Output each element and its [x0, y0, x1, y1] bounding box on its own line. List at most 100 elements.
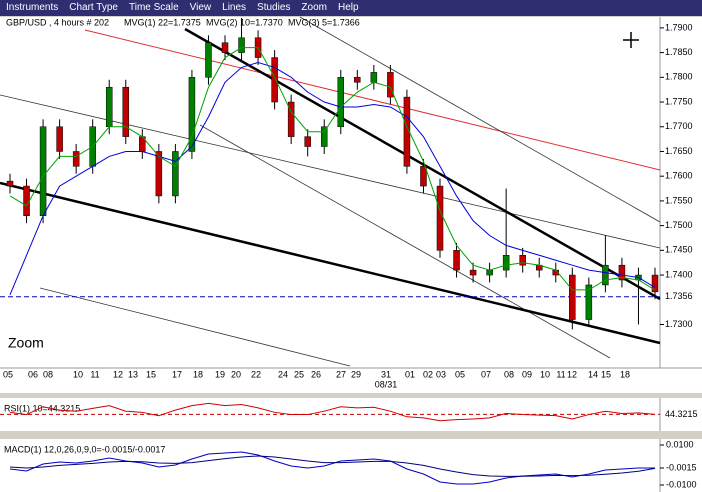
y-tick-label: 1.7500 [665, 220, 693, 230]
move-cursor [623, 32, 639, 48]
candle-body [155, 151, 163, 197]
legend-entry: MVG(2) 10=1.7370 [206, 17, 283, 27]
macd-title: MACD(1) 12,0,26,0,9,0=-0.0015/-0.0017 [4, 444, 165, 454]
candle-body [387, 72, 394, 98]
x-tick-label: 09 [522, 369, 532, 379]
trend-line [84, 29, 661, 171]
zoom-label: Zoom [8, 335, 44, 351]
x-tick-label: 24 [278, 369, 288, 379]
candle-body [238, 37, 245, 53]
candle-body [105, 86, 113, 127]
candle-body [519, 255, 526, 266]
price-panel [0, 17, 702, 393]
candle-body [502, 255, 510, 271]
rsi-title: RSI(1) 10=44.3215 [4, 403, 80, 413]
x-tick-label: 15 [146, 369, 156, 379]
indicator-line [9, 402, 656, 422]
x-tick-label: 29 [351, 369, 361, 379]
y-tick-label: 1.7300 [665, 319, 693, 329]
candle-body [420, 166, 427, 187]
candle-body [23, 185, 30, 216]
candle-body [602, 264, 609, 286]
menu-item[interactable]: Instruments [6, 2, 59, 13]
candle-body [585, 284, 593, 320]
trend-line [39, 287, 351, 367]
indicator-line [9, 451, 655, 485]
candle-body [188, 77, 196, 152]
price-marker-label: 1.7356 [665, 291, 693, 301]
candle-body [486, 269, 493, 276]
trend-line [184, 27, 661, 301]
menu-item[interactable]: Zoom [301, 2, 327, 13]
candle-body [122, 86, 130, 137]
trend-line [0, 181, 661, 345]
y-tick-label: -0.0100 [666, 479, 697, 489]
y-tick-label: 1.7850 [665, 47, 693, 57]
candle-body [172, 151, 179, 197]
y-tick-label: 1.7800 [665, 72, 693, 82]
trend-line [199, 124, 611, 359]
x-tick-label: 12 [113, 369, 123, 379]
candle-body [370, 72, 378, 83]
menu-item[interactable]: Chart Type [69, 2, 118, 13]
x-tick-label: 10 [540, 369, 550, 379]
candle-body [221, 42, 229, 53]
candle-body [618, 264, 626, 281]
x-tick-label: 27 [336, 369, 346, 379]
x-tick-label: 13 [128, 369, 138, 379]
candle-body [337, 77, 345, 127]
y-tick-label: 1.7650 [665, 146, 693, 156]
candle-body [651, 274, 659, 293]
legend-entry: MVG(3) 5=1.7366 [288, 17, 360, 27]
x-tick-label: 17 [172, 369, 182, 379]
candle-body [354, 77, 361, 83]
x-tick-label: 18 [193, 369, 203, 379]
x-tick-label: 08 [504, 369, 514, 379]
x-tick-label: 10 [73, 369, 83, 379]
x-tick-label: 01 [405, 369, 415, 379]
y-tick-label: 1.7900 [665, 22, 693, 32]
candle-body [56, 126, 63, 152]
x-tick-label: 20 [231, 369, 241, 379]
x-tick-label: 11 [90, 369, 99, 379]
candle-body [271, 57, 278, 103]
y-tick-label: 0.0100 [666, 439, 694, 449]
y-tick-label: 44.3215 [665, 409, 698, 419]
menu-item[interactable]: Time Scale [128, 2, 179, 13]
x-tick-label: 06 [28, 369, 38, 379]
indicator-line [9, 61, 656, 296]
x-tick-label: 08 [43, 369, 53, 379]
x-tick-label: 19 [215, 369, 225, 379]
price-marker-bg [662, 290, 700, 303]
y-tick-label: 1.7600 [665, 171, 693, 181]
x-tick-label: 03 [436, 369, 446, 379]
candle-body [320, 126, 328, 147]
candle-body [6, 180, 14, 187]
x-tick-label: 18 [620, 369, 630, 379]
x-tick-label: 05 [3, 369, 13, 379]
y-tick-label: 1.7550 [665, 195, 693, 205]
menu-item[interactable]: Lines [222, 2, 247, 13]
candle-body [436, 185, 444, 251]
x-tick-label: 26 [311, 369, 321, 379]
y-tick-label: 1.7700 [665, 121, 693, 131]
candle-body [569, 274, 576, 320]
indicator-line [9, 455, 656, 477]
x-tick-label: 31 [381, 369, 391, 379]
menu-item[interactable]: Studies [257, 2, 291, 13]
y-tick-label: -0.0015 [666, 462, 697, 472]
candle-body [304, 136, 311, 147]
menu-item[interactable]: View [189, 2, 212, 13]
indicator-line [9, 47, 656, 291]
y-tick-label: 1.7750 [665, 96, 693, 106]
x-tick-label: 07 [481, 369, 491, 379]
macd-panel [0, 439, 702, 492]
candle-body [72, 151, 80, 167]
x-tick-label: 14 [588, 369, 598, 379]
menu-bar: Instruments Chart Type Time Scale View Lines… [0, 0, 702, 16]
candle-body [453, 250, 460, 271]
menu-item[interactable]: Help [337, 2, 359, 13]
chart-title: GBP/USD , 4 hours # 202 [6, 17, 109, 27]
